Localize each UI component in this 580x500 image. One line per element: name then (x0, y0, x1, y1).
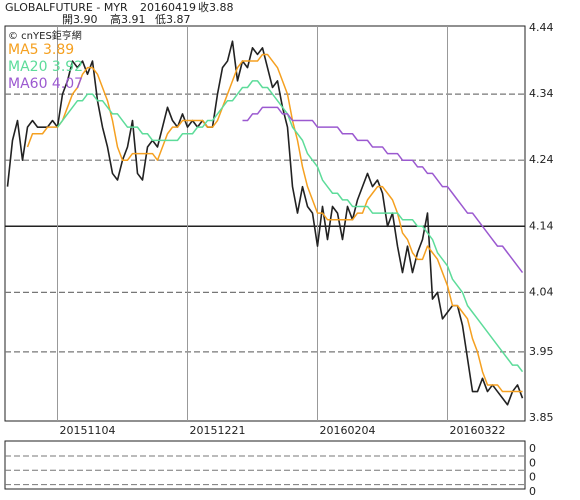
y-tick-label: 4.04 (529, 285, 554, 298)
series-line (56, 80, 524, 373)
lower-tick-label: 0 (529, 456, 536, 469)
x-tick-label: 20151221 (190, 424, 246, 437)
y-tick-label: 4.34 (529, 87, 554, 100)
lower-tick-label: 0 (529, 471, 536, 484)
grid (5, 26, 525, 421)
lower-tick-label: 0 (529, 485, 536, 498)
quote-low: 低3.87 (155, 13, 191, 26)
quote-high: 高3.91 (110, 12, 146, 26)
plot-frame (4, 25, 526, 422)
legend-entry: MA20 3.92 (8, 59, 83, 75)
legend-entry: MA5 3.89 (8, 42, 74, 58)
y-tick-label: 4.24 (529, 153, 554, 166)
quote-date: 20160419 (140, 1, 196, 14)
series-line (242, 106, 524, 274)
y-tick-label: 3.95 (529, 345, 554, 358)
x-tick-label: 20160204 (320, 424, 376, 437)
x-tick-label: 20160322 (450, 424, 506, 437)
y-tick-label: 4.14 (529, 219, 554, 232)
x-tick-label: 20151104 (60, 424, 116, 437)
lines (6, 40, 524, 406)
lower-tick-label: 0 (529, 442, 536, 455)
quote-close: 收3.88 (198, 0, 234, 14)
y-tick-label: 4.44 (529, 21, 554, 34)
lower-panel-frame (4, 440, 526, 490)
y-tick-label: 3.85 (529, 411, 554, 424)
chart-title: GLOBALFUTURE - MYR (5, 1, 128, 14)
quote-open: 開3.90 (62, 13, 98, 26)
legend-entry: MA60 4.07 (8, 76, 83, 92)
source: © cnYES鉅亨網 (8, 29, 82, 42)
